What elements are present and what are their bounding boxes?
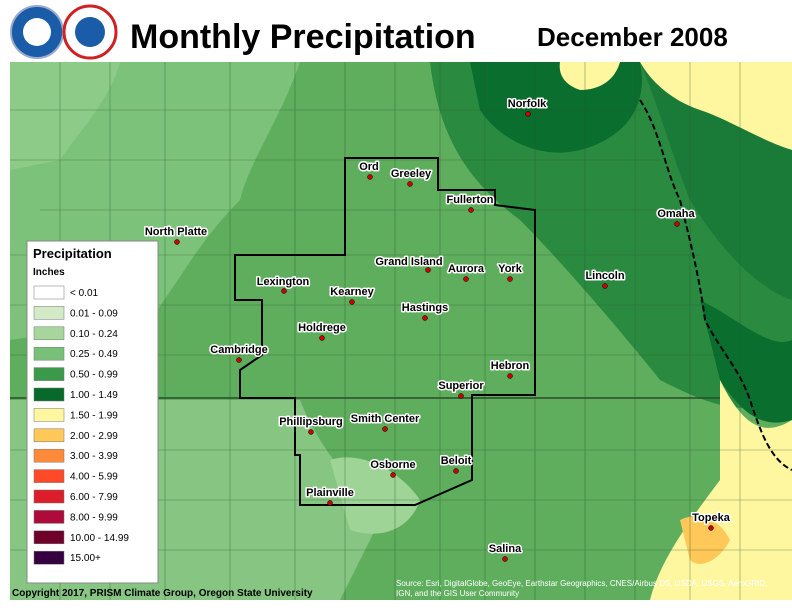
legend-label: 10.00 - 14.99 (70, 533, 129, 544)
city-dot (458, 393, 464, 399)
city-label: Fullerton (446, 194, 493, 206)
map (10, 62, 792, 600)
city-label: Hastings (402, 302, 448, 314)
city-label: Greeley (391, 168, 432, 180)
city-dot (308, 429, 314, 435)
city-label: North Platte (145, 226, 207, 238)
legend-swatch (33, 408, 65, 422)
legend-swatch (33, 550, 65, 565)
legend-swatch (33, 428, 65, 443)
legend: Precipitation Inches < 0.01 0.01 - 0.09 0.… (26, 240, 159, 584)
city-dot (349, 299, 355, 305)
source: Source: Esri, DigitalGlobe, GeoEye, Eart… (396, 579, 767, 588)
city-dot (674, 221, 680, 227)
city-label: Omaha (657, 208, 695, 220)
legend-label: 0.25 - 0.49 (70, 349, 118, 360)
legend-label: 8.00 - 9.99 (70, 512, 118, 523)
city-dot (327, 500, 333, 506)
cities: Norfolk Ord Greeley Fullerton North Platte Om… (143, 97, 732, 562)
legend-swatch (33, 306, 65, 320)
city-label: Salina (489, 543, 522, 555)
legend-label: < 0.01 (70, 288, 99, 299)
legend-label: 6.00 - 7.99 (70, 492, 118, 503)
date: December 2008 (537, 22, 728, 52)
city-label: Ord (359, 161, 379, 173)
city-dot (425, 267, 431, 273)
legend-swatch (33, 326, 65, 341)
city-label: Plainville (306, 487, 354, 499)
city-dot (525, 111, 531, 117)
legend-swatch (33, 530, 65, 545)
city-dot (602, 283, 608, 289)
city-dot (319, 335, 325, 341)
city-label: Hebron (491, 360, 530, 372)
city-dot (390, 472, 396, 478)
title: Monthly Precipitation (130, 18, 476, 56)
legend-label: 15.00+ (70, 553, 101, 564)
city-label: Lincoln (585, 270, 624, 282)
copyright: Copyright 2017, PRISM Climate Group, Ore… (12, 588, 313, 599)
city-label: Topeka (692, 512, 731, 524)
legend-swatch (33, 346, 65, 361)
city-dot (708, 525, 714, 531)
legend-label: 0.50 - 0.99 (70, 370, 118, 381)
legend-label: 2.00 - 2.99 (70, 431, 118, 442)
city-label: Grand Island (375, 256, 442, 268)
city-label: Holdrege (298, 322, 346, 334)
city-label: Lexington (257, 276, 310, 288)
city-label: Aurora (448, 263, 485, 275)
city-label: Smith Center (351, 413, 420, 425)
city-label: Kearney (330, 286, 374, 298)
legend-swatch (33, 448, 65, 463)
legend-swatch (33, 367, 65, 381)
city-label: Phillipsburg (279, 416, 343, 428)
legend-title: Precipitation (33, 246, 112, 261)
city-dot (422, 315, 428, 321)
city-dot (382, 426, 388, 432)
legend-swatch (33, 285, 65, 300)
legend-label: 4.00 - 5.99 (70, 472, 118, 483)
city-dot (463, 276, 469, 282)
city-label: Superior (438, 380, 484, 392)
legend-swatch (33, 469, 65, 483)
legend-label: 1.50 - 1.99 (70, 410, 118, 421)
city-dot (367, 174, 373, 180)
legend-label: 0.10 - 0.24 (70, 329, 118, 340)
legend-label: 3.00 - 3.99 (70, 451, 118, 462)
legend-swatch (33, 387, 65, 402)
logos (10, 4, 118, 60)
legend-label: 1.00 - 1.49 (70, 390, 118, 401)
city-label: Cambridge (210, 344, 267, 356)
city-label: York (498, 263, 523, 275)
legend-swatch (33, 510, 65, 524)
legend-swatch (33, 489, 65, 504)
city-label: Norfolk (508, 98, 547, 110)
city-label: Osborne (370, 459, 415, 471)
legend-units: Inches (33, 267, 65, 278)
city-dot (468, 207, 474, 213)
city-dot (453, 468, 459, 474)
city-dot (502, 556, 508, 562)
city-dot (507, 373, 513, 379)
source: IGN, and the GIS User Community (396, 589, 519, 598)
city-dot (236, 357, 242, 363)
legend-label: 0.01 - 0.09 (70, 308, 118, 319)
city-dot (407, 181, 413, 187)
city-label: Beloit (441, 455, 472, 467)
city-dot (281, 288, 287, 294)
city-dot (174, 239, 180, 245)
city-dot (507, 276, 513, 282)
